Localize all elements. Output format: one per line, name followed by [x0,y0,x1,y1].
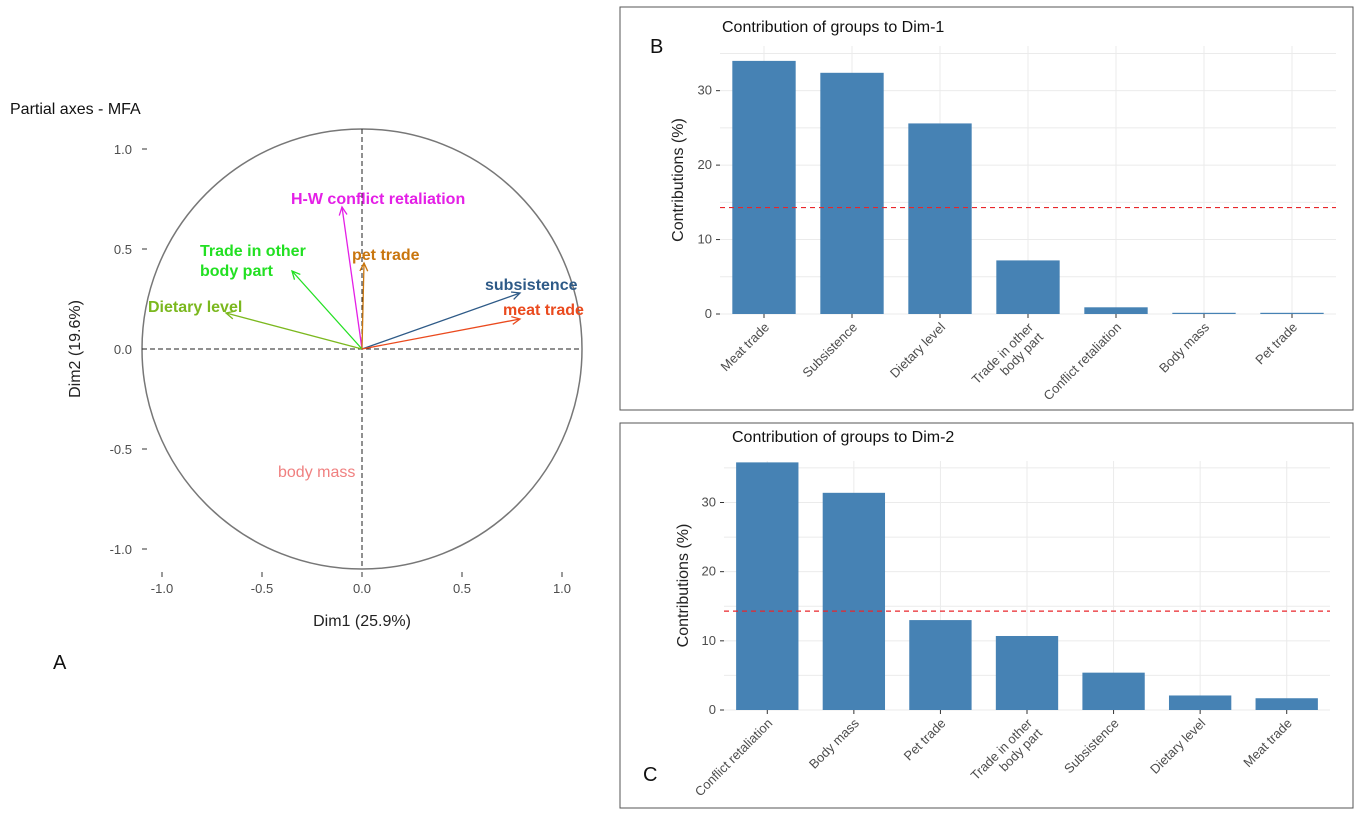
arrow-head [224,310,235,320]
y-tick-label: 0 [709,702,716,717]
panel-letter: C [643,764,657,786]
x-axis-title: Dim1 (25.9%) [313,613,411,630]
bar [822,492,886,710]
chart-title: Contribution of groups to Dim-2 [732,429,954,446]
x-tick-label: 0.0 [353,581,371,596]
x-tick-label: 0.5 [453,581,471,596]
panel-a-title: Partial axes - MFA [10,101,141,118]
bar [820,72,884,314]
arrow-label: Dietary level [148,299,242,316]
arrow-line [341,206,363,350]
arrow-label: subsistence [485,277,578,294]
y-axis-title: Contributions (%) [670,118,687,242]
y-axis-title: Contributions (%) [675,524,692,648]
arrow-label: meat trade [503,302,584,319]
arrow-line [361,262,365,350]
bar [1260,312,1324,314]
bar [732,60,796,315]
bar [1172,312,1236,314]
arrow-line [225,312,363,350]
panel-letter-a: A [53,652,67,674]
chart-title: Contribution of groups to Dim-1 [722,19,944,36]
arrow-label: Trade in other body part [200,243,306,280]
x-tick-label: -0.5 [251,581,273,596]
panel-b-frame [619,6,1354,411]
y-tick-label: 30 [702,495,716,510]
panel-a-correlation-circle: Partial axes - MFA -1.0 -1.0 -0.5 -0.5 0.0 0.0… [10,101,584,674]
y-tick-label: 20 [698,157,712,172]
y-axis-title: Dim2 (19.6%) [67,300,84,398]
arrow-label: body mass [278,464,355,481]
y-tick-label: 0 [705,306,712,321]
arrow-head [510,291,522,300]
x-tick-label: 1.0 [553,581,571,596]
y-tick-label: 1.0 [114,142,132,157]
x-tick-label: -1.0 [151,581,173,596]
arrow-line [361,318,521,350]
bar [1255,698,1318,710]
bar [736,462,799,710]
bar [995,635,1059,710]
y-tick-label: 0.0 [114,342,132,357]
arrow-line [361,292,521,350]
bar [996,260,1060,314]
y-tick-label: 10 [698,232,712,247]
arrow-head [359,261,369,272]
y-tick-label: 30 [698,83,712,98]
panel-letter: B [650,36,663,58]
arrow-label: H-W conflict retaliation [291,191,465,208]
bar [908,123,972,314]
y-tick-label: -0.5 [110,442,132,457]
arrow-label: pet trade [352,247,420,264]
bar [1082,672,1145,710]
bar [1168,695,1232,710]
arrow-line [291,270,363,350]
arrow-head [291,269,301,280]
bar [909,620,972,710]
y-tick-label: -1.0 [110,542,132,557]
bar [1084,307,1148,314]
y-tick-label: 20 [702,564,716,579]
y-tick-label: 0.5 [114,242,132,257]
y-tick-label: 10 [702,633,716,648]
arrow-head [511,316,522,325]
arrow-head [338,205,348,216]
